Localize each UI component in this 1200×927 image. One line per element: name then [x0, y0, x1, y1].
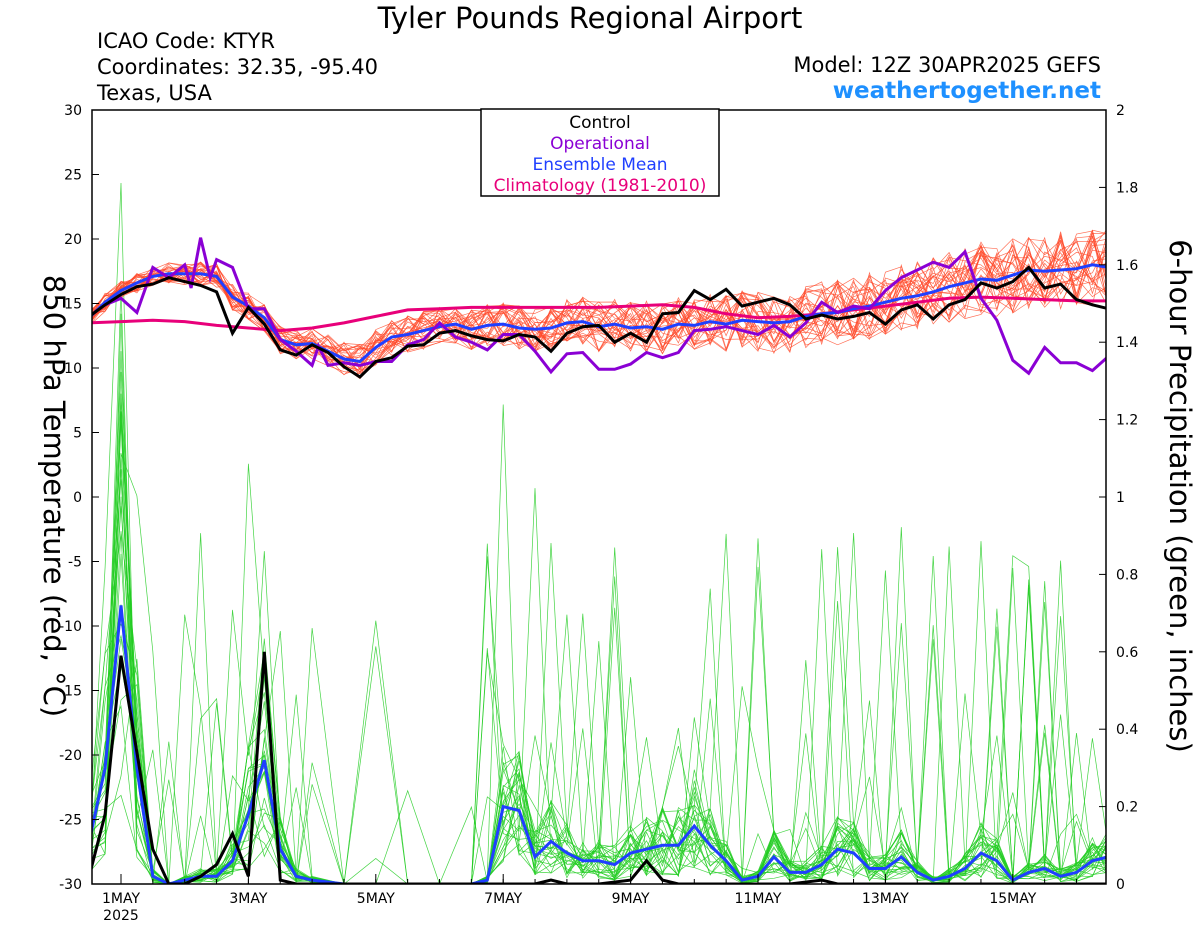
precip-member-line: [92, 534, 1106, 884]
x-tick-label: 15MAY: [989, 891, 1036, 907]
x-tick-label: 11MAY: [735, 891, 782, 907]
operational-temp-line: [92, 237, 1106, 376]
y-right-tick-label: 0.8: [1116, 567, 1138, 583]
temp-member-line: [92, 247, 1106, 365]
y-right-tick-label: 1.2: [1116, 413, 1138, 429]
y-left-tick-label: -15: [59, 684, 82, 700]
y-left-tick-label: -5: [68, 555, 82, 571]
x-tick-sublabel: 2025: [103, 908, 139, 924]
y-right-tick-label: 1.8: [1116, 180, 1138, 196]
x-tick-label: 9MAY: [612, 891, 650, 907]
y-right-tick-label: 1.4: [1116, 335, 1138, 351]
control-precip-line: [92, 651, 1106, 884]
x-tick-label: 13MAY: [862, 891, 909, 907]
coordinates: Coordinates: 32.35, -95.40: [97, 55, 378, 79]
y-right-tick-label: 0.6: [1116, 645, 1138, 661]
y-left-tick-label: 10: [64, 361, 82, 377]
icao-code: ICAO Code: KTYR: [97, 29, 275, 53]
y-left-tick-label: -20: [59, 748, 82, 764]
location: Texas, USA: [96, 81, 212, 105]
legend: Control Operational Ensemble Mean Climat…: [480, 108, 720, 197]
legend-box: [480, 108, 720, 197]
legend-ensemble-mean: Ensemble Mean: [532, 155, 667, 175]
x-tick-label: 5MAY: [357, 891, 395, 907]
ensemble-mean-precip-line: [92, 605, 1106, 884]
y-left-tick-label: -30: [59, 877, 82, 893]
precip-member-line: [92, 531, 1106, 884]
main-series: [92, 237, 1106, 884]
y-left-tick-label: 25: [64, 168, 82, 184]
y-right-tick-label: 0.4: [1116, 722, 1138, 738]
axes: 302520151050-5-10-15-20-25-3021.81.61.41…: [59, 103, 1138, 924]
y-axis-left-label: 850 hPa Temperature (red, °C): [37, 275, 71, 717]
chart-title: Tyler Pounds Regional Airport: [377, 1, 803, 35]
y-left-tick-label: 5: [73, 426, 82, 442]
y-right-tick-label: 2: [1116, 103, 1125, 119]
precip-member-line: [92, 567, 1106, 884]
legend-operational: Operational: [550, 134, 650, 154]
climatology-line: [92, 295, 1106, 333]
legend-climatology: Climatology (1981-2010): [494, 176, 707, 196]
temp-member-line: [92, 235, 1106, 379]
y-right-tick-label: 0: [1116, 877, 1125, 893]
y-left-tick-label: 20: [64, 232, 82, 248]
y-axis-right-label: 6-hour Precipitation (green, inches): [1163, 239, 1197, 753]
x-tick-label: 3MAY: [229, 891, 267, 907]
y-right-tick-label: 1.6: [1116, 258, 1138, 274]
y-left-tick-label: -10: [59, 619, 82, 635]
y-left-tick-label: 0: [73, 490, 82, 506]
x-tick-label: 7MAY: [484, 891, 522, 907]
y-left-tick-label: 15: [64, 297, 82, 313]
precip-member-line: [92, 496, 1106, 884]
model-run: Model: 12Z 30APR2025 GEFS: [793, 53, 1101, 77]
y-left-tick-label: 30: [64, 103, 82, 119]
y-left-tick-label: -25: [59, 813, 82, 829]
y-right-tick-label: 0.2: [1116, 800, 1138, 816]
y-right-tick-label: 1: [1116, 490, 1125, 506]
x-tick-label: 1MAY: [102, 891, 140, 907]
control-temp-line: [92, 265, 1106, 379]
legend-control: Control: [569, 113, 630, 133]
website-link[interactable]: weathertogether.net: [833, 78, 1101, 104]
